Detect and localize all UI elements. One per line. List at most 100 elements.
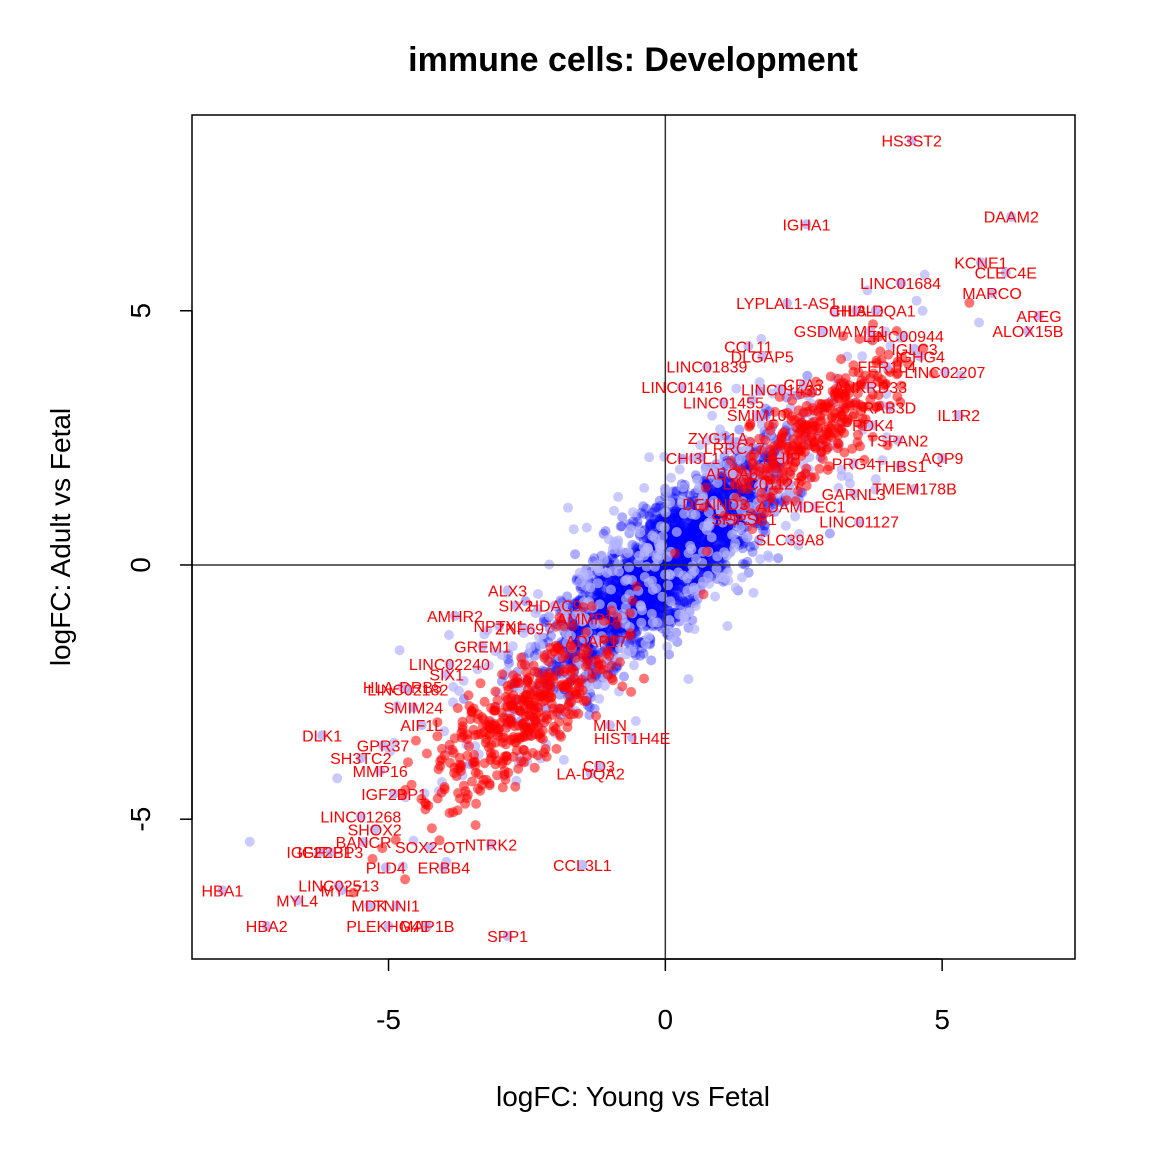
- highlighted-point: [543, 667, 554, 678]
- data-point: [668, 508, 679, 519]
- data-point: [655, 603, 666, 614]
- data-point: [689, 521, 700, 532]
- data-point: [735, 521, 746, 532]
- data-point: [644, 600, 655, 611]
- highlighted-point: [439, 784, 450, 795]
- highlighted-point: [348, 887, 359, 898]
- data-point: [682, 598, 692, 608]
- highlighted-point: [598, 615, 609, 626]
- data-point: [715, 424, 725, 435]
- y-tick-label: -5: [125, 807, 156, 832]
- highlighted-point: [587, 668, 598, 678]
- data-point: [504, 658, 514, 669]
- data-point: [685, 491, 696, 501]
- labeled-gene-point: [895, 277, 906, 288]
- highlighted-point: [400, 874, 411, 885]
- highlighted-point: [882, 440, 893, 451]
- gene-label: HHIP: [762, 451, 800, 468]
- data-point: [667, 513, 678, 523]
- highlighted-point: [865, 394, 876, 405]
- highlighted-point: [522, 684, 533, 695]
- data-point: [682, 526, 693, 537]
- data-point: [721, 498, 732, 508]
- highlighted-point: [478, 714, 489, 725]
- highlighted-point: [740, 500, 751, 511]
- highlighted-point: [490, 701, 501, 712]
- highlighted-point: [892, 368, 903, 379]
- data-point: [809, 501, 820, 512]
- labeled-gene-point: [450, 610, 460, 621]
- highlighted-point: [416, 794, 427, 804]
- data-point: [594, 693, 605, 704]
- gene-label: IGLC3: [891, 342, 937, 359]
- data-point: [833, 482, 844, 493]
- data-point: [723, 575, 734, 586]
- data-point: [671, 536, 682, 547]
- gene-label: LINC01455: [683, 395, 764, 412]
- gene-label: CLEC4E: [975, 266, 1037, 283]
- highlighted-point: [554, 716, 565, 727]
- highlighted-point: [880, 378, 891, 389]
- data-point: [389, 737, 400, 748]
- data-point: [597, 591, 608, 602]
- highlighted-point: [528, 722, 539, 733]
- data-point: [673, 595, 684, 606]
- gene-label: SPP1: [487, 929, 528, 946]
- labeled-gene-point: [688, 453, 698, 464]
- labeled-gene-point: [378, 740, 388, 751]
- labeled-gene-point: [425, 842, 436, 853]
- highlighted-point: [560, 650, 571, 661]
- data-point: [675, 541, 686, 552]
- data-point: [679, 615, 690, 626]
- highlighted-point: [455, 793, 465, 804]
- data-point: [685, 499, 696, 510]
- highlighted-point: [794, 442, 805, 453]
- labeled-gene-point: [389, 788, 400, 799]
- data-point: [666, 514, 677, 525]
- labeled-gene-point: [718, 397, 729, 408]
- highlighted-point: [854, 334, 865, 344]
- data-point: [720, 536, 731, 547]
- data-point: [530, 608, 541, 619]
- data-point: [690, 518, 701, 529]
- labeled-gene-point: [336, 885, 347, 896]
- data-point: [609, 505, 619, 516]
- highlighted-point: [475, 678, 486, 689]
- highlighted-point: [796, 471, 807, 482]
- data-point: [668, 538, 679, 549]
- data-point: [568, 524, 579, 535]
- highlighted-point: [471, 798, 482, 809]
- data-point: [635, 650, 646, 661]
- data-point: [558, 602, 569, 612]
- highlighted-point: [768, 441, 779, 452]
- data-point: [877, 455, 888, 466]
- highlighted-point: [793, 405, 804, 416]
- highlighted-point: [499, 769, 510, 780]
- highlighted-point: [813, 423, 824, 434]
- gene-label: SPSB1: [725, 512, 777, 529]
- data-point: [640, 590, 651, 601]
- data-point: [607, 592, 618, 603]
- data-point: [610, 576, 621, 587]
- data-point: [717, 488, 728, 498]
- labeled-gene-point: [292, 895, 303, 906]
- data-point: [670, 538, 681, 549]
- data-point: [719, 525, 730, 536]
- data-point: [394, 645, 405, 656]
- labeled-gene-point: [676, 382, 687, 392]
- highlighted-point: [814, 463, 825, 474]
- highlighted-point: [377, 843, 388, 854]
- data-point: [729, 543, 740, 554]
- highlighted-point: [499, 732, 510, 743]
- data-point: [615, 521, 626, 532]
- highlighted-point: [577, 648, 588, 659]
- data-point: [592, 591, 603, 602]
- data-point: [554, 689, 565, 700]
- data-point: [565, 630, 576, 641]
- data-point: [685, 528, 696, 539]
- data-point: [689, 526, 700, 537]
- data-point: [756, 334, 767, 344]
- labeled-gene-point: [746, 514, 757, 525]
- data-point: [682, 531, 693, 542]
